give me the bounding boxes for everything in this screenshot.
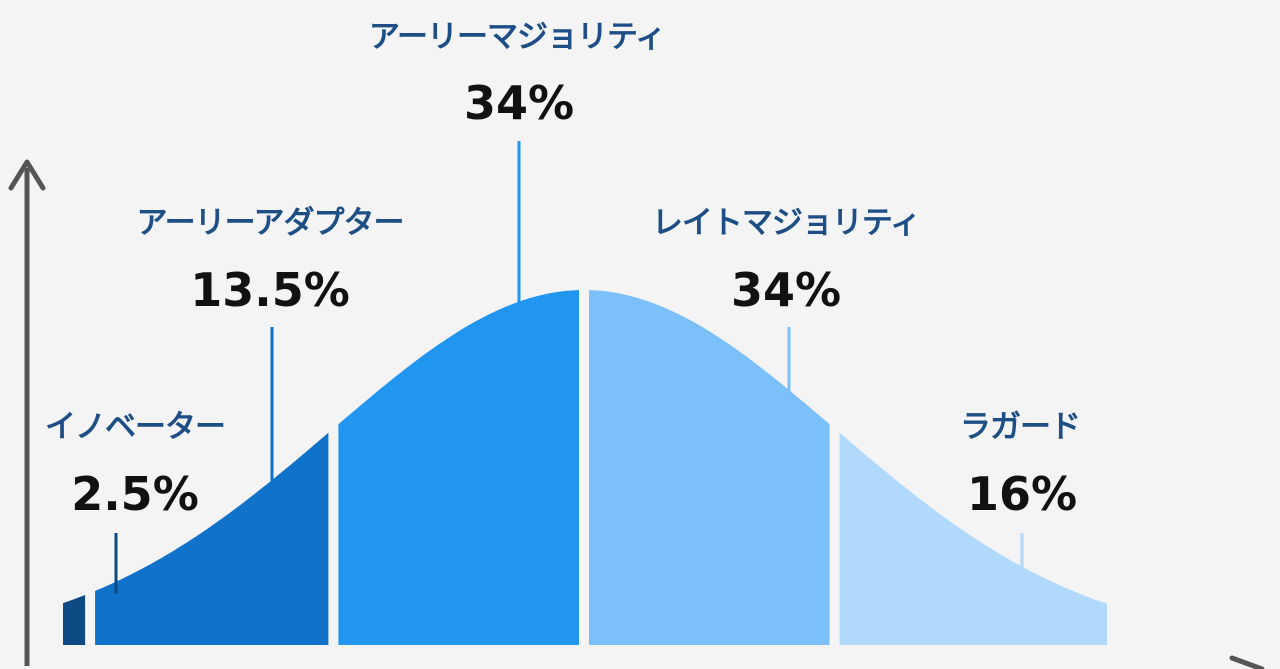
segment-value-innovators: 2.5% xyxy=(71,467,199,521)
segment-laggards xyxy=(839,432,1107,645)
segment-name-laggards: ラガード xyxy=(960,409,1080,445)
segment-early-majority xyxy=(338,290,579,645)
segment-name-late-majority: レイトマジョリティ xyxy=(652,205,920,241)
segment-name-early-majority: アーリーマジョリティ xyxy=(369,19,665,55)
segment-name-early-adopters: アーリーアダプター xyxy=(137,205,404,241)
leader-lines xyxy=(114,141,1024,594)
curve-segments xyxy=(63,290,1107,645)
axes xyxy=(8,159,1265,669)
segment-value-early-majority: 34% xyxy=(464,76,574,130)
y-axis-arrow-icon xyxy=(8,159,46,191)
segment-labels: イノベーター 2.5% アーリーアダプター 13.5% アーリーマジョリティ 3… xyxy=(45,19,1081,521)
segment-value-early-adopters: 13.5% xyxy=(190,263,350,317)
segment-name-innovators: イノベーター xyxy=(45,409,225,445)
segment-early-adopters xyxy=(95,432,329,645)
segment-late-majority xyxy=(589,290,830,645)
segment-innovators xyxy=(63,595,86,645)
x-axis-arrow-icon xyxy=(1229,655,1265,669)
segment-value-laggards: 16% xyxy=(967,467,1077,521)
segment-value-late-majority: 34% xyxy=(731,263,841,317)
